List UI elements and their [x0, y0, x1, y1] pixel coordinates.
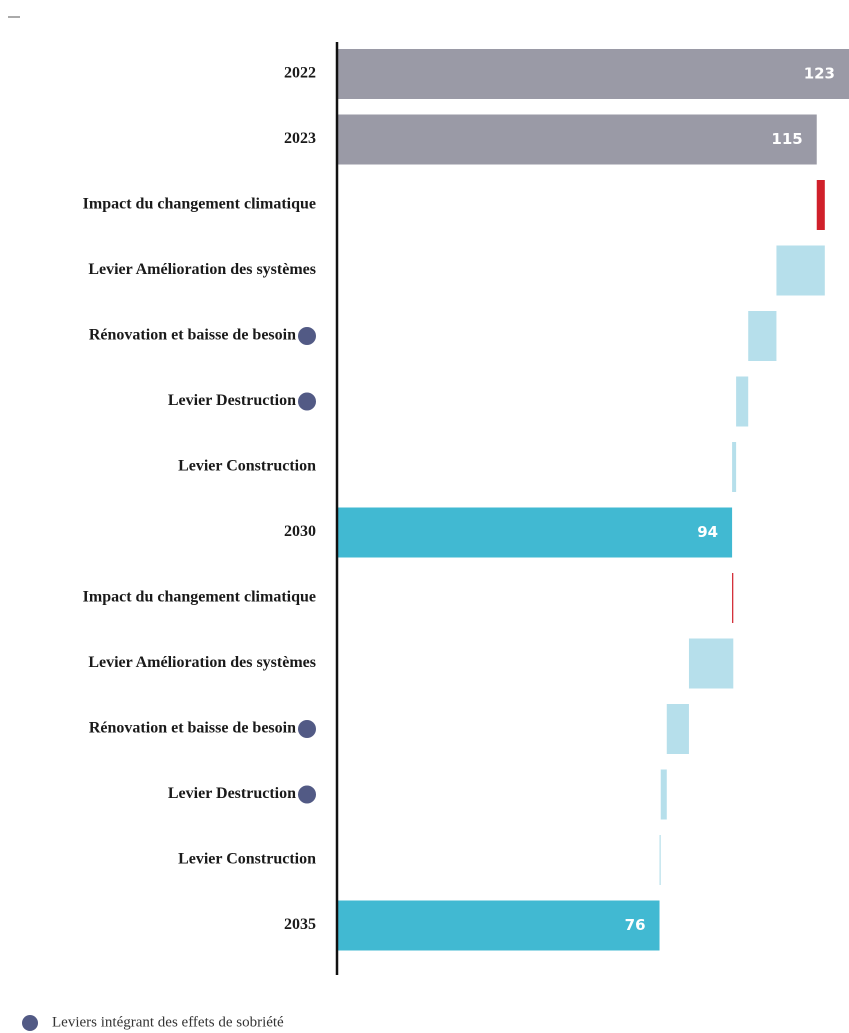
legend-marker: [22, 1015, 38, 1031]
bar: [666, 704, 689, 754]
category-label: 2030: [284, 523, 316, 540]
value-label: 123: [804, 65, 835, 83]
category-label: Levier Destruction: [168, 785, 296, 802]
bar: [776, 245, 825, 296]
value-label: 115: [771, 130, 802, 148]
legend-text: Leviers intégrant des effets de sobriété: [52, 1014, 284, 1030]
category-label: Levier Construction: [178, 851, 316, 868]
category-label: Levier Amélioration des systèmes: [88, 261, 316, 278]
category-label: Levier Construction: [178, 458, 316, 475]
category-label: Rénovation et baisse de besoin: [89, 327, 296, 344]
bar: [736, 376, 749, 427]
value-label: 76: [625, 916, 646, 934]
bar: [337, 49, 849, 99]
bar: [337, 900, 660, 951]
category-label: 2035: [284, 916, 316, 933]
category-label: 2023: [284, 130, 316, 147]
category-label: Impact du changement climatique: [83, 589, 316, 606]
bar: [337, 507, 733, 558]
category-label: Levier Destruction: [168, 392, 296, 409]
bar: [816, 180, 825, 230]
bar: [732, 573, 734, 623]
sobriety-marker: [298, 392, 316, 411]
bar: [337, 114, 817, 165]
bar: [732, 442, 737, 492]
category-label: Impact du changement climatique: [83, 196, 316, 213]
sobriety-marker: [298, 327, 316, 345]
sobriety-marker: [298, 785, 316, 804]
bar: [659, 835, 661, 885]
category-label: 2022: [284, 65, 316, 82]
category-label: Levier Amélioration des systèmes: [88, 654, 316, 671]
value-label: 94: [697, 523, 718, 541]
bar: [660, 769, 667, 820]
bar: [688, 638, 734, 689]
sobriety-marker: [298, 720, 316, 738]
bar: [748, 311, 777, 361]
category-label: Rénovation et baisse de besoin: [89, 720, 296, 737]
